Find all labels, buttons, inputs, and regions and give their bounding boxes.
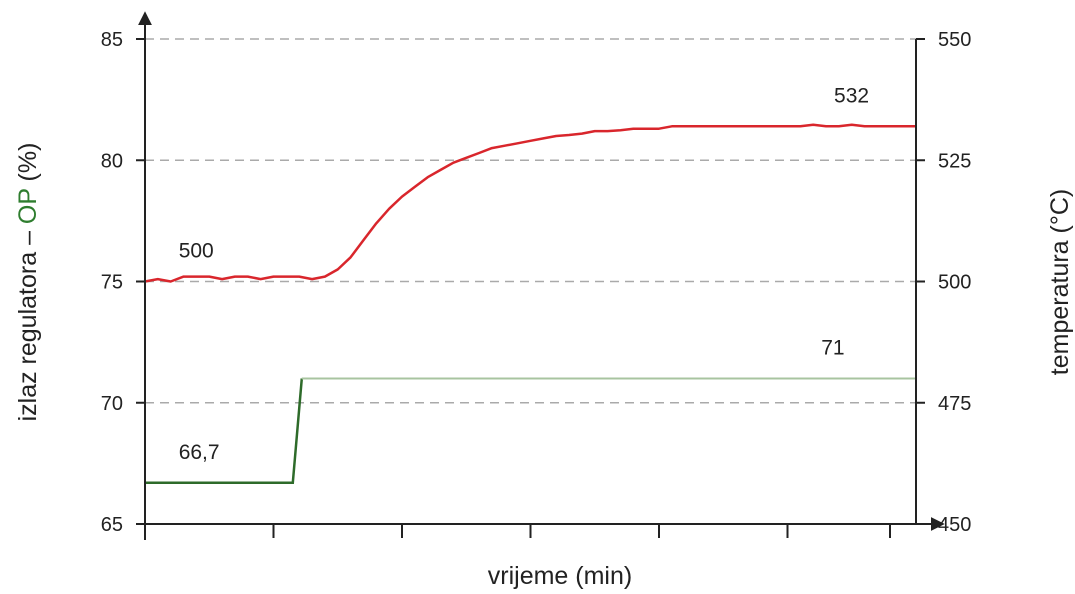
data-label: 532 [834, 84, 869, 107]
right-axis-title: temperatura (°C) [1046, 189, 1074, 375]
left-tick-label: 65 [101, 514, 123, 536]
left-tick-label: 80 [101, 150, 123, 172]
left-tick-label: 85 [101, 29, 123, 51]
right-tick-label: 550 [938, 29, 971, 51]
ticks: 65 70 75 80 85 450 475 500 525 550 [101, 29, 971, 538]
data-label: 71 [821, 337, 844, 360]
right-tick-label: 450 [938, 514, 971, 536]
x-axis-title: vrijeme (min) [488, 562, 632, 590]
grid [145, 38, 916, 404]
right-tick-label: 500 [938, 272, 971, 294]
left-axis-title-suffix: (%) [14, 143, 42, 189]
series-op-line [145, 378, 304, 485]
data-labels: 500 532 66,7 71 [179, 84, 869, 463]
data-label: 66,7 [179, 441, 220, 464]
series-temperature-line [144, 123, 916, 283]
left-axis-title: izlaz regulatora – OP (%) [14, 143, 42, 422]
right-tick-label: 525 [938, 150, 971, 172]
series-layer [144, 123, 916, 485]
left-tick-label: 70 [101, 393, 123, 415]
axes [138, 11, 945, 540]
data-label: 500 [179, 240, 214, 263]
left-axis-title-prefix: izlaz regulatora – [14, 224, 42, 421]
left-axis-title-op: OP [14, 188, 42, 224]
right-tick-label: 475 [938, 393, 971, 415]
left-tick-label: 75 [101, 272, 123, 294]
